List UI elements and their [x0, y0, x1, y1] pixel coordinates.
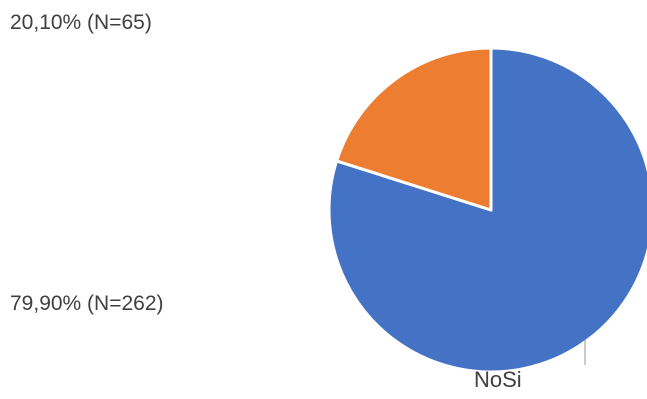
legend: NoSi [474, 367, 522, 392]
pie-slice-si [335, 46, 493, 212]
data-label-no: 79,90% (N=262) [10, 292, 164, 315]
data-label-si: 20,10% (N=65) [10, 11, 152, 34]
